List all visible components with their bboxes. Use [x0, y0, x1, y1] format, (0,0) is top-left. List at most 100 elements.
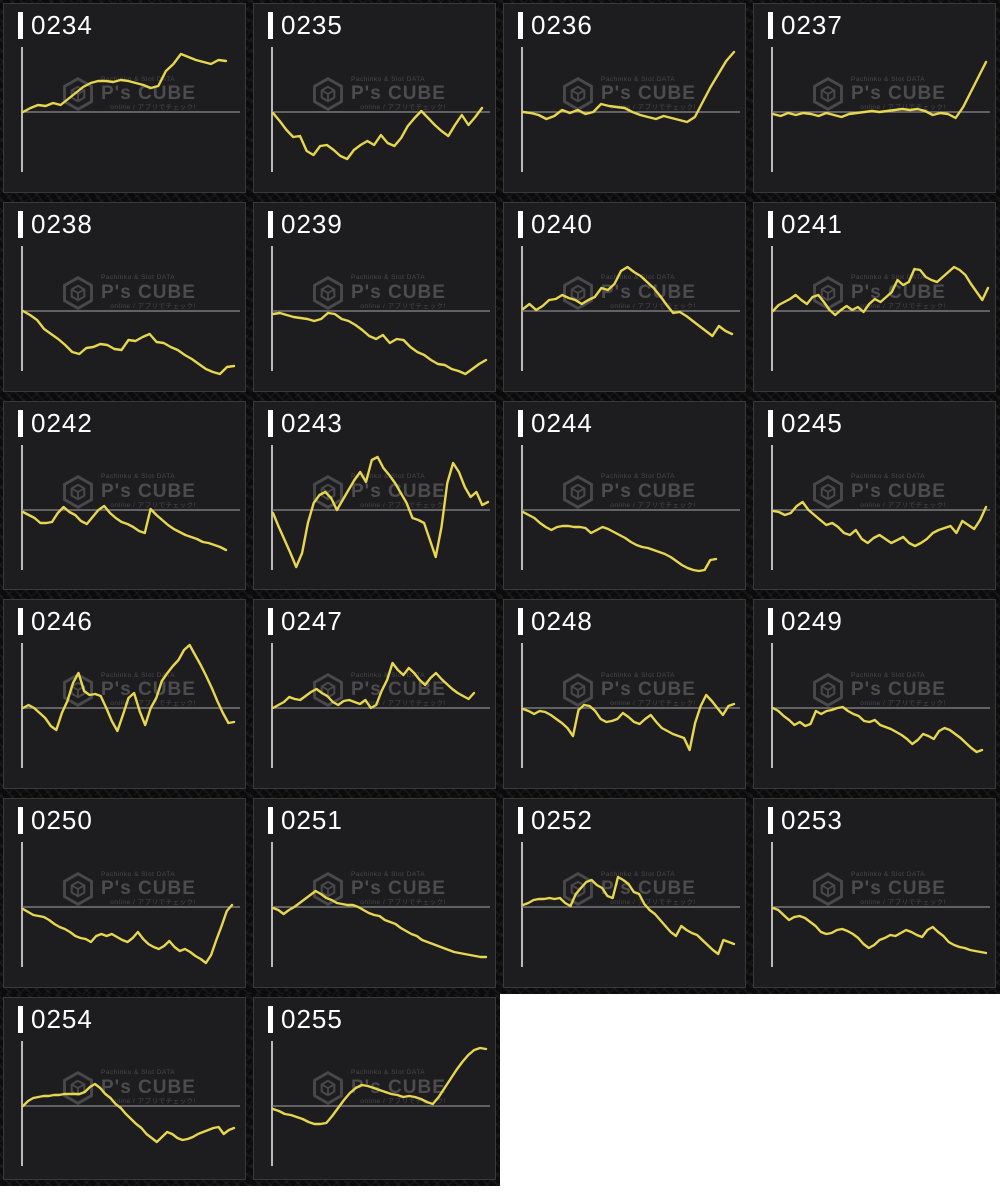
- machine-tile[interactable]: 0249 Pachinko & Slot DATA P's CUBE onlin…: [753, 599, 996, 790]
- machine-tile-outer: 0242 Pachinko & Slot DATA P's CUBE onlin…: [0, 398, 250, 597]
- machine-label: 0250: [18, 807, 93, 835]
- sparkline-chart: [521, 444, 740, 572]
- sparkline-chart: [521, 842, 740, 968]
- machine-tile[interactable]: 0236 Pachinko & Slot DATA P's CUBE onlin…: [503, 3, 746, 193]
- machine-label: 0235: [268, 12, 343, 39]
- machine-label: 0248: [518, 608, 593, 636]
- label-accent-bar: [518, 12, 523, 39]
- machine-tile[interactable]: 0246 Pachinko & Slot DATA P's CUBE onlin…: [3, 599, 246, 790]
- machine-number: 0255: [281, 1003, 343, 1034]
- label-accent-bar: [18, 807, 23, 835]
- machine-label: 0237: [768, 12, 843, 39]
- label-accent-bar: [768, 210, 773, 238]
- machine-tile[interactable]: 0251 Pachinko & Slot DATA P's CUBE onlin…: [253, 798, 496, 988]
- machine-number: 0234: [31, 10, 93, 40]
- machine-number: 0246: [31, 606, 93, 637]
- sparkline-chart: [271, 47, 490, 172]
- sparkline-chart: [771, 245, 990, 371]
- machine-tile[interactable]: 0239 Pachinko & Slot DATA P's CUBE onlin…: [253, 201, 496, 392]
- machine-tile[interactable]: 0243 Pachinko & Slot DATA P's CUBE onlin…: [253, 400, 496, 591]
- machine-tile[interactable]: 0235 Pachinko & Slot DATA P's CUBE onlin…: [253, 3, 496, 193]
- machine-tile[interactable]: 0253 Pachinko & Slot DATA P's CUBE onlin…: [753, 798, 996, 988]
- machine-tile[interactable]: 0242 Pachinko & Slot DATA P's CUBE onlin…: [3, 400, 246, 591]
- machine-tile-outer: 0248 Pachinko & Slot DATA P's CUBE onlin…: [500, 596, 750, 795]
- machine-tile[interactable]: 0234 Pachinko & Slot DATA P's CUBE onlin…: [3, 3, 246, 193]
- machine-number: 0252: [531, 805, 593, 836]
- sparkline-chart: [21, 643, 240, 769]
- machine-label: 0241: [768, 210, 843, 238]
- machine-tile-outer: 0238 Pachinko & Slot DATA P's CUBE onlin…: [0, 199, 250, 398]
- trend-line: [771, 60, 988, 120]
- machine-tile[interactable]: 0252 Pachinko & Slot DATA P's CUBE onlin…: [503, 798, 746, 988]
- trend-line: [521, 50, 736, 124]
- trend-line: [521, 694, 736, 752]
- machine-tile[interactable]: 0241 Pachinko & Slot DATA P's CUBE onlin…: [753, 201, 996, 392]
- trend-line: [271, 455, 490, 568]
- machine-tile[interactable]: 0250 Pachinko & Slot DATA P's CUBE onlin…: [3, 798, 246, 988]
- machine-tile-outer: 0255 Pachinko & Slot DATA P's CUBE onlin…: [250, 994, 500, 1186]
- machine-tile[interactable]: 0238 Pachinko & Slot DATA P's CUBE onlin…: [3, 201, 246, 392]
- label-accent-bar: [18, 12, 23, 39]
- trend-line: [771, 265, 990, 316]
- machine-label: 0251: [268, 807, 343, 835]
- machine-number: 0247: [281, 606, 343, 637]
- trend-line: [271, 662, 476, 710]
- machine-tile[interactable]: 0255 Pachinko & Slot DATA P's CUBE onlin…: [253, 996, 496, 1180]
- machine-label: 0236: [518, 12, 593, 39]
- machine-number: 0238: [31, 208, 93, 239]
- sparkline-chart: [21, 245, 240, 375]
- machine-number: 0240: [531, 208, 593, 239]
- label-accent-bar: [768, 12, 773, 39]
- machine-label: 0243: [268, 409, 343, 437]
- machine-tile-outer: 0240 Pachinko & Slot DATA P's CUBE onlin…: [500, 199, 750, 398]
- machine-label: 0240: [518, 208, 593, 239]
- sparkline-chart: [771, 643, 990, 769]
- trend-line: [521, 510, 718, 572]
- trend-line: [271, 106, 484, 161]
- sparkline-chart: [521, 47, 740, 172]
- sparkline-chart: [771, 444, 990, 570]
- label-accent-bar: [18, 1005, 23, 1033]
- label-accent-bar: [268, 409, 273, 437]
- label-accent-bar: [518, 210, 523, 238]
- machine-label: 0254: [18, 1003, 93, 1034]
- sparkline-chart: [271, 1040, 490, 1166]
- label-accent-bar: [18, 210, 23, 238]
- machine-tile[interactable]: 0245 Pachinko & Slot DATA P's CUBE onlin…: [753, 400, 996, 591]
- machine-label: 0239: [268, 208, 343, 239]
- trend-line: [21, 309, 236, 375]
- sparkline-chart: [271, 643, 490, 769]
- machine-tile[interactable]: 0237 Pachinko & Slot DATA P's CUBE onlin…: [753, 3, 996, 193]
- machine-label: 0253: [768, 807, 843, 835]
- label-accent-bar: [268, 12, 273, 39]
- machine-tile[interactable]: 0244 Pachinko & Slot DATA P's CUBE onlin…: [503, 400, 746, 591]
- machine-tile-outer: 0244 Pachinko & Slot DATA P's CUBE onlin…: [500, 398, 750, 597]
- machine-number: 0244: [531, 407, 593, 438]
- machine-tile-outer: 0251 Pachinko & Slot DATA P's CUBE onlin…: [250, 795, 500, 994]
- machine-label: 0247: [268, 606, 343, 637]
- machine-number: 0239: [281, 208, 343, 239]
- machine-label: 0246: [18, 606, 93, 637]
- machine-tile[interactable]: 0254 Pachinko & Slot DATA P's CUBE onlin…: [3, 996, 246, 1180]
- trend-line: [21, 1082, 236, 1144]
- machine-tile-outer: 0243 Pachinko & Slot DATA P's CUBE onlin…: [250, 398, 500, 597]
- machine-number: 0249: [781, 606, 843, 637]
- machine-tile[interactable]: 0248 Pachinko & Slot DATA P's CUBE onlin…: [503, 599, 746, 790]
- trend-line: [21, 644, 236, 733]
- machine-tile[interactable]: 0240 Pachinko & Slot DATA P's CUBE onlin…: [503, 201, 746, 392]
- machine-number: 0236: [531, 10, 593, 40]
- label-accent-bar: [768, 409, 773, 437]
- machine-tile-outer: 0252 Pachinko & Slot DATA P's CUBE onlin…: [500, 795, 750, 994]
- machine-number: 0245: [781, 407, 843, 438]
- label-accent-bar: [268, 210, 273, 238]
- machine-label: 0245: [768, 407, 843, 438]
- machine-number: 0242: [31, 407, 93, 438]
- machine-number: 0254: [31, 1003, 93, 1034]
- machine-tile[interactable]: 0247 Pachinko & Slot DATA P's CUBE onlin…: [253, 599, 496, 790]
- sparkline-chart: [521, 245, 740, 371]
- machine-tile-outer: 0236 Pachinko & Slot DATA P's CUBE onlin…: [500, 0, 750, 199]
- sparkline-chart: [521, 643, 740, 769]
- machine-label: 0255: [268, 1003, 343, 1034]
- trend-line: [21, 52, 228, 114]
